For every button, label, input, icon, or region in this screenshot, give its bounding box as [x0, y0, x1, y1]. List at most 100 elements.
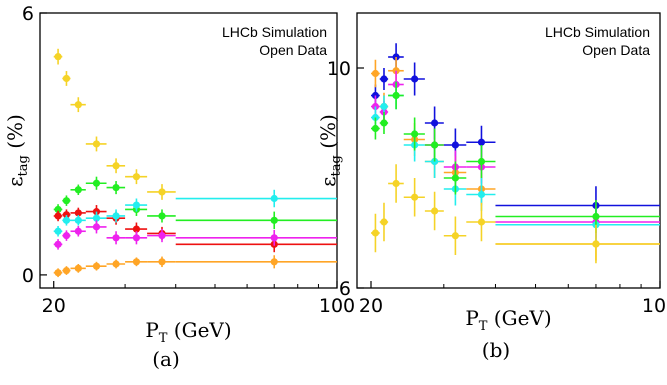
point-marker — [270, 258, 278, 266]
point-marker — [74, 209, 82, 217]
data-point — [147, 229, 176, 243]
point-marker — [92, 214, 101, 222]
data-point — [175, 211, 337, 230]
data-point — [106, 181, 126, 195]
data-point — [53, 268, 63, 278]
point-marker — [371, 229, 380, 237]
x-tick-label: 20 — [359, 295, 383, 317]
point-marker — [477, 218, 486, 226]
data-point — [424, 191, 444, 231]
point-marker — [62, 266, 71, 275]
data-point — [147, 184, 176, 200]
data-point — [106, 231, 126, 245]
point-marker — [380, 119, 388, 127]
data-point — [388, 81, 404, 110]
data-point — [388, 164, 404, 203]
data-point — [443, 161, 467, 195]
series-2 — [53, 176, 337, 230]
point-marker — [74, 101, 82, 109]
data-point — [85, 261, 107, 271]
point-marker — [74, 264, 82, 272]
data-point — [70, 184, 86, 196]
point-marker — [380, 218, 388, 226]
point-marker — [112, 162, 120, 170]
data-point — [424, 128, 444, 162]
point-marker — [54, 240, 62, 248]
y-tick-label: 6 — [339, 278, 351, 300]
data-point — [175, 189, 337, 208]
annotation-text: Open Data — [259, 42, 327, 58]
series-5 — [53, 220, 337, 250]
data-point — [62, 266, 71, 275]
point-marker — [270, 234, 278, 242]
point-marker — [451, 141, 459, 149]
data-point — [147, 256, 176, 268]
point-marker — [112, 184, 120, 192]
point-marker — [132, 258, 141, 266]
annotation-text: LHCb Simulation — [545, 24, 650, 40]
point-marker — [477, 157, 486, 166]
data-point — [379, 112, 389, 134]
data-point — [403, 178, 425, 217]
panel-caption: (a) — [152, 347, 180, 371]
plot-frame — [39, 12, 338, 289]
series-3 — [53, 205, 337, 253]
data-point — [62, 230, 71, 241]
point-marker — [411, 130, 419, 138]
panel-caption: (b) — [482, 338, 510, 362]
point-marker — [477, 138, 486, 146]
data-point — [70, 215, 86, 226]
data-point — [495, 224, 660, 264]
point-marker — [380, 102, 388, 111]
series-1 — [53, 255, 337, 278]
series-4 — [370, 81, 660, 233]
data-point — [125, 198, 148, 212]
data-point — [379, 68, 389, 90]
plot-frame — [356, 12, 661, 289]
data-point — [466, 202, 496, 242]
data-point — [70, 263, 86, 273]
data-point — [370, 59, 380, 88]
point-marker — [92, 223, 101, 231]
point-marker — [62, 74, 71, 83]
data-point — [370, 117, 380, 140]
point-marker — [74, 186, 82, 194]
point-marker — [430, 141, 439, 149]
point-marker — [92, 262, 101, 270]
y-tick-label: 0 — [22, 265, 34, 287]
data-point — [53, 210, 63, 222]
point-marker — [451, 174, 459, 182]
annotation-text: Open Data — [582, 42, 650, 58]
x-tick-label: 100 — [642, 295, 667, 317]
data-point — [70, 97, 86, 113]
data-point — [495, 186, 660, 225]
data-point — [466, 145, 496, 178]
point-marker — [411, 193, 419, 201]
data-point — [62, 215, 71, 226]
point-marker — [112, 260, 120, 268]
point-marker — [74, 216, 82, 224]
data-point — [53, 239, 63, 250]
point-marker — [380, 75, 388, 83]
data-point — [62, 71, 71, 86]
data-point — [125, 231, 148, 245]
point-marker — [158, 188, 166, 196]
data-point — [125, 169, 148, 185]
data-point — [147, 209, 176, 223]
data-point — [106, 209, 126, 223]
point-marker — [54, 205, 62, 214]
x-axis-label: PT (GeV) — [145, 318, 231, 346]
data-point — [379, 202, 389, 242]
data-point — [370, 213, 380, 253]
point-marker — [132, 173, 141, 181]
point-marker — [62, 197, 71, 205]
point-marker — [392, 91, 400, 100]
data-point — [53, 48, 63, 65]
point-marker — [74, 227, 82, 235]
point-marker — [92, 179, 101, 187]
point-marker — [392, 179, 400, 188]
point-marker — [112, 212, 120, 220]
point-marker — [158, 232, 166, 240]
